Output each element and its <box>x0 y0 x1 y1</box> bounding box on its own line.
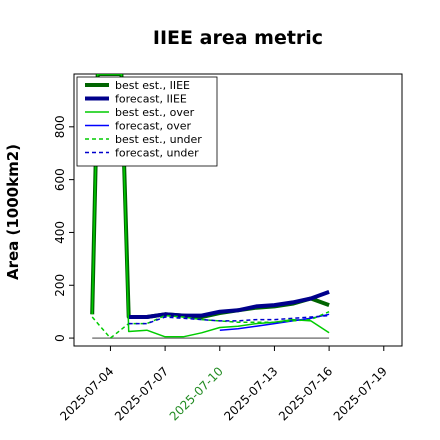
x-tick-label-3: 2025-07-13 <box>221 364 280 423</box>
y-axis-label: Area (1000km2) <box>4 144 22 280</box>
y-tick-label-0: 0 <box>53 334 67 342</box>
series-line-4 <box>91 311 330 339</box>
legend-entry-3: forecast, over <box>115 120 191 133</box>
y-tick-label-3: 600 <box>53 168 67 191</box>
legend-entry-0: best est., IIEE <box>115 79 190 92</box>
series-line-1 <box>128 290 330 319</box>
y-tick-label-4: 800 <box>53 115 67 138</box>
x-tick-label-5: 2025-07-19 <box>331 364 390 423</box>
legend-entry-1: forecast, IIEE <box>115 93 187 106</box>
series-line-5 <box>128 314 330 325</box>
legend-entry-4: best est., under <box>115 133 202 146</box>
chart-title: IIEE area metric <box>153 27 323 49</box>
x-tick-label-0: 2025-07-04 <box>57 364 116 423</box>
x-tick-label-1: 2025-07-07 <box>112 364 171 423</box>
x-axis: 2025-07-042025-07-072025-07-102025-07-13… <box>57 346 390 423</box>
plot-frame <box>73 73 403 347</box>
x-tick-label-4: 2025-07-16 <box>276 364 335 423</box>
legend-entry-2: best est., over <box>115 106 195 119</box>
y-tick-label-2: 400 <box>53 221 67 244</box>
y-tick-label-1: 200 <box>53 274 67 297</box>
legend-box <box>76 76 218 167</box>
series-line-3 <box>219 313 330 331</box>
x-tick-label-2: 2025-07-10 <box>167 364 226 423</box>
legend-entry-5: forecast, under <box>115 147 199 160</box>
y-axis: 0 200 400 600 800 <box>53 115 74 342</box>
